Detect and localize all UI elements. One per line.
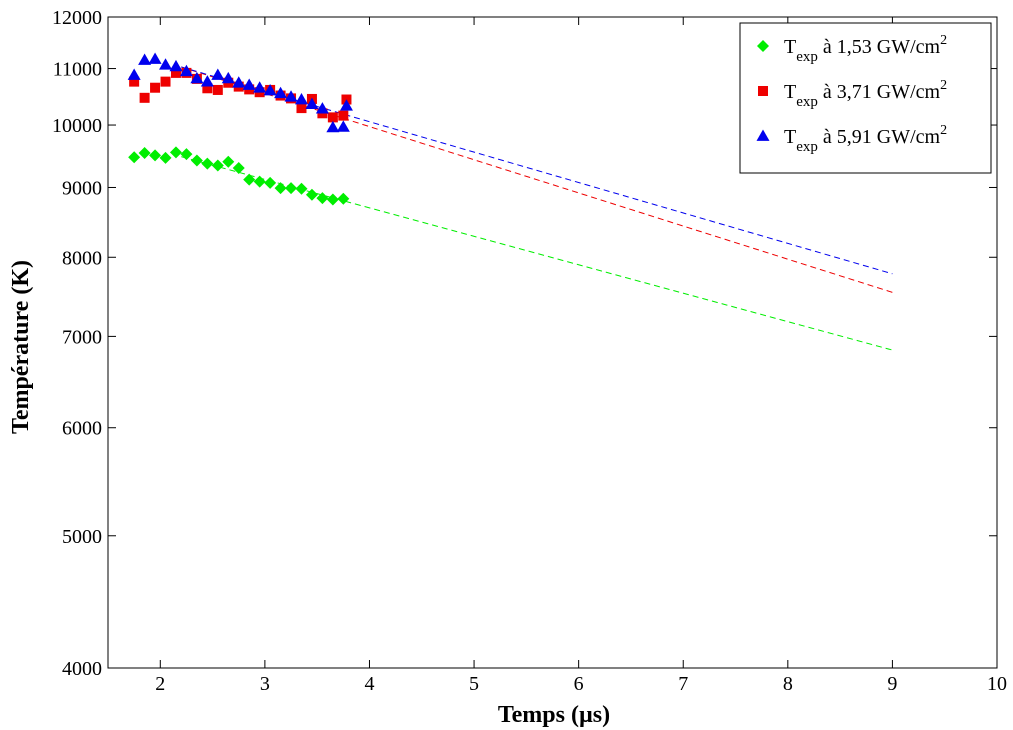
- legend-marker-3: [756, 129, 770, 141]
- data-point-series-3: [242, 78, 256, 90]
- x-tick-label: 10: [987, 673, 1007, 695]
- legend-label-1: Texp à 1,53 GW/cm2: [784, 33, 947, 65]
- data-point-series-2: [129, 76, 140, 87]
- data-point-series-1: [222, 155, 235, 168]
- data-point-series-1: [159, 151, 172, 164]
- data-point-series-3: [159, 58, 173, 70]
- data-point-series-3: [138, 53, 152, 65]
- data-point-series-1: [232, 162, 245, 175]
- y-tick-label: 7000: [62, 326, 102, 348]
- data-point-series-3: [179, 64, 193, 77]
- data-point-series-1: [138, 146, 151, 159]
- data-point-series-3: [200, 75, 214, 87]
- x-tick-label: 9: [887, 673, 897, 695]
- data-point-series-3: [148, 52, 162, 64]
- data-point-series-2: [139, 92, 150, 103]
- data-point-series-1: [337, 192, 350, 205]
- data-point-series-2: [202, 83, 213, 94]
- x-axis: 2 3 4 5 6 7 8 9 10: [155, 17, 1007, 695]
- x-tick-label: 6: [574, 673, 584, 695]
- y-tick-label: 4000: [62, 658, 102, 680]
- data-point-series-2: [327, 112, 338, 123]
- x-tick-label: 2: [155, 673, 165, 695]
- data-point-series-1: [169, 146, 182, 159]
- data-point-series-1: [274, 182, 287, 195]
- data-point-series-1: [201, 157, 214, 170]
- y-tick-label: 11000: [53, 59, 102, 81]
- y-tick-label: 9000: [62, 177, 102, 199]
- data-point-series-1: [295, 182, 308, 195]
- data-point-series-3: [336, 120, 350, 132]
- data-point-series-3: [169, 59, 183, 72]
- data-point-series-3: [190, 71, 204, 84]
- data-point-series-2: [150, 82, 161, 93]
- data-point-series-3: [221, 71, 235, 84]
- data-point-series-3: [127, 68, 141, 80]
- y-tick-label: 5000: [62, 526, 102, 548]
- data-point-series-2: [170, 67, 181, 78]
- data-point-series-3: [253, 81, 267, 93]
- x-tick-label: 3: [260, 673, 270, 695]
- x-tick-label: 5: [469, 673, 479, 695]
- data-point-series-1: [149, 149, 162, 162]
- data-point-series-3: [263, 84, 277, 96]
- data-markers: [127, 52, 353, 206]
- data-point-series-2: [212, 84, 223, 95]
- data-point-series-1: [243, 173, 256, 186]
- data-point-series-3: [294, 93, 308, 105]
- data-point-series-3: [326, 120, 340, 133]
- data-point-series-3: [315, 102, 329, 114]
- data-point-series-2: [160, 76, 171, 87]
- legend-marker-1: [757, 40, 769, 52]
- data-point-series-1: [190, 154, 203, 167]
- data-point-series-1: [180, 148, 193, 161]
- data-point-series-1: [326, 193, 339, 206]
- x-tick-label: 8: [783, 673, 793, 695]
- x-tick-label: 4: [364, 673, 374, 695]
- data-point-series-3: [339, 99, 353, 111]
- legend: Texp à 1,53 GW/cm2 Texp à 3,71 GW/cm2 Texp…: [739, 22, 992, 174]
- y-tick-label: 12000: [52, 7, 102, 29]
- legend-marker-2: [758, 86, 768, 96]
- x-tick-label: 7: [678, 673, 688, 695]
- data-point-series-2: [338, 110, 349, 121]
- data-point-series-3: [305, 97, 319, 109]
- data-point-series-1: [211, 159, 224, 172]
- data-point-series-1: [316, 192, 329, 205]
- data-point-series-3: [274, 86, 288, 99]
- data-point-series-3: [284, 90, 298, 102]
- y-tick-label: 8000: [62, 247, 102, 269]
- legend-label-2: Texp à 3,71 GW/cm2: [784, 78, 947, 110]
- y-axis: 4000 5000 6000 7000 8000 9000 10000 11000 12000: [52, 7, 997, 680]
- data-point-series-3: [232, 76, 246, 88]
- data-point-series-1: [253, 175, 266, 188]
- data-point-series-1: [128, 151, 141, 164]
- legend-label-3: Texp à 5,91 GW/cm2: [784, 123, 947, 155]
- data-point-series-2: [296, 103, 307, 114]
- x-axis-title: Temps (µs): [498, 702, 610, 728]
- data-point-series-3: [211, 68, 225, 80]
- data-point-series-1: [305, 188, 318, 201]
- y-tick-label: 10000: [52, 115, 102, 137]
- data-point-series-1: [264, 176, 277, 189]
- data-point-series-1: [285, 182, 298, 195]
- legend-box: [739, 22, 992, 174]
- y-tick-label: 6000: [62, 418, 102, 440]
- y-axis-title: Température (K): [8, 260, 34, 434]
